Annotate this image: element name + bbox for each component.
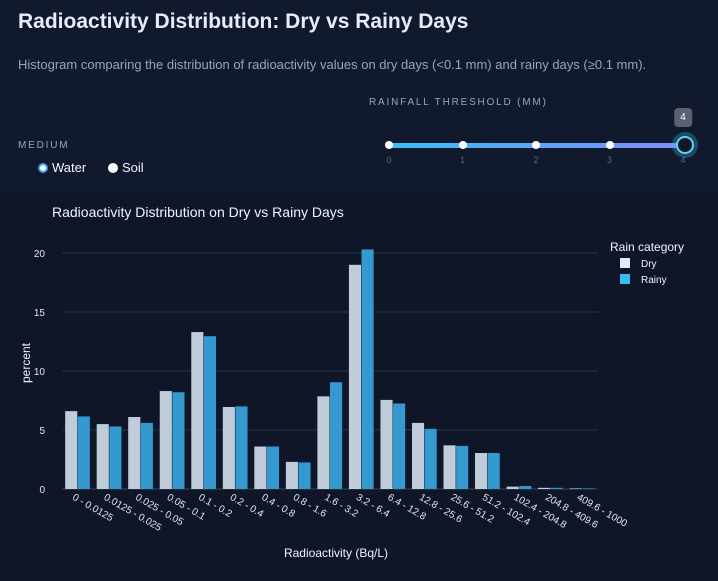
slider-tick xyxy=(605,141,614,149)
bar-dry[interactable] xyxy=(538,487,551,489)
radio-selected-icon xyxy=(38,162,48,173)
slider-tick xyxy=(458,141,467,149)
bar-dry[interactable] xyxy=(475,453,488,489)
page-subtitle: Histogram comparing the distribution of … xyxy=(18,57,647,72)
slider-tick-label: 1 xyxy=(459,155,466,165)
radio-unselected-icon xyxy=(108,162,118,173)
radio-water[interactable]: Water xyxy=(38,160,86,175)
radio-label: Soil xyxy=(122,160,144,175)
bar-rainy[interactable] xyxy=(519,486,532,489)
y-axis-title: percent xyxy=(19,342,33,383)
medium-label: MEDIUM xyxy=(18,140,70,151)
y-tick-label: 10 xyxy=(34,367,46,378)
bar-rainy[interactable] xyxy=(361,249,374,489)
bar-rainy[interactable] xyxy=(582,488,595,489)
bar-dry[interactable] xyxy=(317,396,330,489)
legend-label-dry[interactable]: Dry xyxy=(641,259,657,270)
bar-dry[interactable] xyxy=(222,406,235,489)
bar-dry[interactable] xyxy=(569,488,582,489)
bar-dry[interactable] xyxy=(506,486,519,489)
slider-value-tooltip: 4 xyxy=(674,108,692,127)
x-axis-title: Radioactivity (Bq/L) xyxy=(284,546,388,560)
radio-label: Water xyxy=(52,160,87,175)
bar-dry[interactable] xyxy=(254,446,267,489)
bar-rainy[interactable] xyxy=(266,446,280,489)
bar-dry[interactable] xyxy=(65,411,78,489)
bar-dry[interactable] xyxy=(380,399,393,489)
bar-rainy[interactable] xyxy=(203,336,216,489)
threshold-label: RAINFALL THRESHOLD (MM) xyxy=(369,97,548,108)
legend-label-rainy[interactable]: Rainy xyxy=(641,275,667,286)
slider-tick xyxy=(385,141,393,149)
bar-dry[interactable] xyxy=(411,422,425,489)
bar-rainy[interactable] xyxy=(172,392,185,489)
bar-rainy[interactable] xyxy=(298,462,311,489)
bar-dry[interactable] xyxy=(128,417,141,489)
slider-tick-label: 4 xyxy=(680,155,686,165)
bar-dry[interactable] xyxy=(96,424,109,489)
radio-soil[interactable]: Soil xyxy=(108,160,144,175)
bar-rainy[interactable] xyxy=(393,403,406,489)
slider-tick-label: 3 xyxy=(606,155,613,165)
slider-tick xyxy=(532,141,540,149)
legend-title: Rain category xyxy=(610,240,684,254)
y-tick-label: 20 xyxy=(34,249,46,260)
bar-dry[interactable] xyxy=(443,445,456,489)
bar-dry[interactable] xyxy=(159,391,172,489)
legend-swatch-rainy[interactable] xyxy=(620,274,630,284)
bar-rainy[interactable] xyxy=(109,426,122,489)
y-tick-label: 5 xyxy=(39,426,45,437)
bar-rainy[interactable] xyxy=(235,406,248,489)
bar-dry[interactable] xyxy=(191,332,204,489)
bar-rainy[interactable] xyxy=(77,416,90,489)
y-tick-label: 15 xyxy=(34,308,46,319)
bar-rainy[interactable] xyxy=(330,382,343,489)
slider-tick-label: 0 xyxy=(386,155,392,165)
bar-rainy[interactable] xyxy=(140,422,153,489)
bar-rainy[interactable] xyxy=(456,445,469,489)
bar-rainy[interactable] xyxy=(424,428,437,489)
rainfall-threshold-slider[interactable]: 0 1 2 3 4 4 xyxy=(385,108,694,165)
slider-tick-label: 2 xyxy=(533,155,539,165)
bar-dry[interactable] xyxy=(285,461,298,489)
bar-dry[interactable] xyxy=(348,264,362,489)
y-tick-label: 0 xyxy=(39,485,45,496)
histogram-chart: Radioactivity Distribution on Dry vs Rai… xyxy=(0,191,718,581)
slider-thumb[interactable] xyxy=(676,136,694,154)
legend-swatch-dry[interactable] xyxy=(620,258,630,268)
chart-title: Radioactivity Distribution on Dry vs Rai… xyxy=(52,204,344,220)
bar-rainy[interactable] xyxy=(550,487,563,489)
bar-rainy[interactable] xyxy=(487,453,500,489)
page-title: Radioactivity Distribution: Dry vs Rainy… xyxy=(18,10,469,33)
